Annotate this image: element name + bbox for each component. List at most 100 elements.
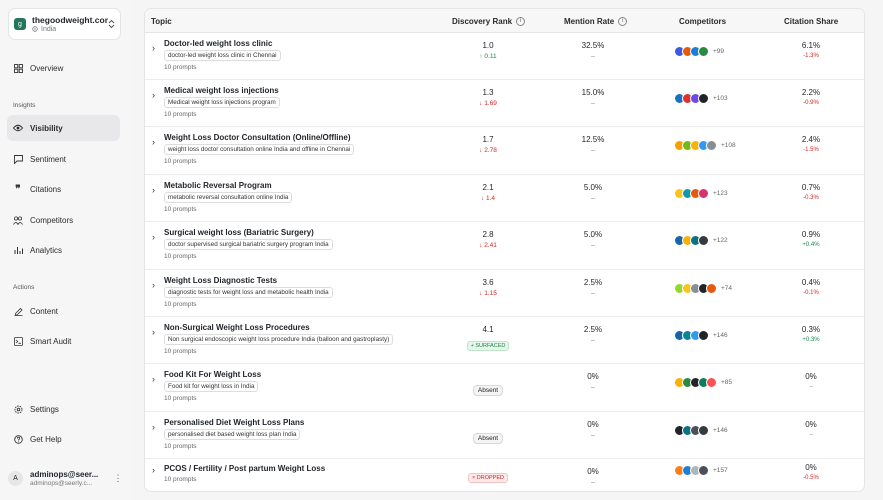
info-icon[interactable]: i xyxy=(618,16,628,26)
competitor-logos[interactable]: +74 xyxy=(674,283,732,294)
prompt-chip[interactable]: Food kit for weight loss in India xyxy=(164,381,259,392)
workspace-switcher[interactable]: g thegoodweight.com India xyxy=(8,8,121,40)
discovery-rank-value: 1.7 xyxy=(482,135,494,144)
citation-share-delta: -0.1% xyxy=(803,290,819,296)
chevron-right-icon[interactable]: › xyxy=(152,185,155,195)
topic-title: Surgical weight loss (Bariatric Surgery) xyxy=(164,228,314,237)
mention-rate-change: – xyxy=(591,290,595,297)
prompt-chip[interactable]: personalised diet based weight loss plan… xyxy=(164,429,301,440)
nav-settings[interactable]: Settings xyxy=(7,396,120,422)
nav-analytics[interactable]: Analytics xyxy=(7,237,120,263)
header-topic[interactable]: Topic xyxy=(151,9,172,33)
chevron-right-icon[interactable]: › xyxy=(152,327,155,337)
user-name: adminops@seer... xyxy=(30,469,99,479)
info-icon[interactable]: i xyxy=(516,16,526,26)
mention-rate-value: 2.5% xyxy=(583,325,603,334)
table-row[interactable]: › Weight Loss Doctor Consultation (Online… xyxy=(145,127,864,175)
competitor-logos[interactable]: +108 xyxy=(674,140,736,151)
nav-competitors[interactable]: Competitors xyxy=(7,207,120,233)
nav-sentiment[interactable]: Sentiment xyxy=(7,146,120,172)
discovery-rank-cell: 4.1 + SURFACED xyxy=(455,325,521,352)
mention-rate-change: – xyxy=(591,195,595,202)
chevron-right-icon[interactable]: › xyxy=(152,465,155,475)
edit-icon xyxy=(13,306,23,316)
competitor-logos[interactable]: +146 xyxy=(674,425,728,436)
citation-share-value: 0.4% xyxy=(801,278,821,287)
prompt-chip[interactable]: Non surgical endoscopic weight loss proc… xyxy=(164,334,394,345)
table-row[interactable]: › Weight Loss Diagnostic Tests diagnostic … xyxy=(145,270,864,317)
discovery-rank-cell: 1.3 ↓ 1.69 xyxy=(455,88,521,107)
chevron-right-icon[interactable]: › xyxy=(152,280,155,290)
citation-share-cell: 0.4% -0.1% xyxy=(781,278,841,296)
more-vertical-icon[interactable]: ⋮ xyxy=(113,472,123,483)
nav-citations[interactable]: ❞ Citations xyxy=(7,176,120,202)
mention-rate-value: 5.0% xyxy=(583,230,603,239)
nav-content[interactable]: Content xyxy=(7,298,120,324)
chevron-right-icon[interactable]: › xyxy=(152,374,155,384)
discovery-rank-delta: ↓ 2.78 xyxy=(479,147,497,154)
nav-overview[interactable]: Overview xyxy=(7,55,120,81)
discovery-rank-cell: 1.0 ↑ 0.11 xyxy=(455,41,521,60)
competitor-logos[interactable]: +146 xyxy=(674,330,728,341)
chevron-right-icon[interactable]: › xyxy=(152,422,155,432)
competitor-logos[interactable]: +122 xyxy=(674,235,728,246)
mention-rate-cell: 32.5% – xyxy=(563,41,623,60)
table-row[interactable]: › Food Kit For Weight Loss Food kit for we… xyxy=(145,364,864,412)
pin-icon xyxy=(32,26,38,32)
chevron-right-icon[interactable]: › xyxy=(152,137,155,147)
prompt-chip[interactable]: diagnostic tests for weight loss and met… xyxy=(164,287,333,298)
competitor-logo xyxy=(698,465,709,476)
sidebar: g thegoodweight.com India Overview Insig… xyxy=(0,0,130,500)
prompt-chip[interactable]: doctor-led weight loss clinic in Chennai xyxy=(164,50,281,61)
header-competitors-label: Competitors xyxy=(679,16,727,26)
header-mention-rate[interactable]: Mention Rate i xyxy=(564,9,628,33)
table-row[interactable]: › Personalised Diet Weight Loss Plans pers… xyxy=(145,412,864,459)
mention-rate-cell: 0% – xyxy=(563,420,623,439)
mention-rate-value: 5.0% xyxy=(583,183,603,192)
nav-overview-label: Overview xyxy=(30,63,64,73)
prompt-chip[interactable]: metabolic reversal consultation online I… xyxy=(164,192,293,203)
nav-visibility[interactable]: Visibility xyxy=(7,115,120,141)
nav-smart-audit[interactable]: Smart Audit xyxy=(7,328,120,354)
citation-share-value: 0.3% xyxy=(801,325,821,334)
discovery-rank-delta: ↓ 1.4 xyxy=(480,195,496,202)
header-competitors[interactable]: Competitors xyxy=(679,9,726,33)
topic-title: Personalised Diet Weight Loss Plans xyxy=(164,418,305,427)
nav-visibility-label: Visibility xyxy=(30,123,63,133)
competitor-count: +123 xyxy=(713,190,728,197)
competitor-logos[interactable]: +85 xyxy=(674,377,732,388)
citation-share-value: 0% xyxy=(805,463,817,472)
workspace-region-label: India xyxy=(41,26,57,33)
competitor-logos[interactable]: +103 xyxy=(674,93,728,104)
nav-get-help[interactable]: Get Help xyxy=(7,426,120,452)
mention-rate-cell: 5.0% – xyxy=(563,183,623,202)
discovery-rank-cell: Absent xyxy=(455,379,521,397)
prompt-chip[interactable]: doctor supervised surgical bariatric sur… xyxy=(164,239,333,250)
table-row[interactable]: › Medical weight loss injections Medical w… xyxy=(145,80,864,127)
competitor-logos[interactable]: +123 xyxy=(674,188,728,199)
competitor-logos[interactable]: +99 xyxy=(674,46,724,57)
prompt-chip[interactable]: weight loss doctor consultation online I… xyxy=(164,144,355,155)
header-citation-share[interactable]: Citation Share xyxy=(784,9,838,33)
table-row[interactable]: › Doctor-led weight loss clinic doctor-led… xyxy=(145,33,864,80)
header-discovery-rank[interactable]: Discovery Rank i xyxy=(452,9,526,33)
table-row[interactable]: › PCOS / Fertility / Post partum Weight L… xyxy=(145,459,864,491)
prompt-chip[interactable]: Medical weight loss injections program xyxy=(164,97,280,108)
citation-share-value: 0.7% xyxy=(801,183,821,192)
table-row[interactable]: › Non-Surgical Weight Loss Procedures Non … xyxy=(145,317,864,364)
prompt-count: 10 prompts xyxy=(164,348,197,355)
table-row[interactable]: › Surgical weight loss (Bariatric Surgery… xyxy=(145,222,864,270)
chevron-right-icon[interactable]: › xyxy=(152,90,155,100)
citation-share-cell: 0% – xyxy=(781,372,841,390)
topic-title: Weight Loss Doctor Consultation (Online/… xyxy=(164,133,351,142)
mention-rate-value: 12.5% xyxy=(581,135,605,144)
sort-icon[interactable] xyxy=(108,19,115,29)
user-profile[interactable]: A adminops@seer... adminops@seerly.c... … xyxy=(8,466,123,490)
citation-share-delta: – xyxy=(809,432,813,438)
competitor-logos[interactable]: +157 xyxy=(674,465,728,476)
chevron-right-icon[interactable]: › xyxy=(152,232,155,242)
citation-share-delta: +0.4% xyxy=(802,242,820,248)
absent-badge: Absent xyxy=(472,385,504,396)
chevron-right-icon[interactable]: › xyxy=(152,43,155,53)
table-row[interactable]: › Metabolic Reversal Program metabolic rev… xyxy=(145,175,864,222)
